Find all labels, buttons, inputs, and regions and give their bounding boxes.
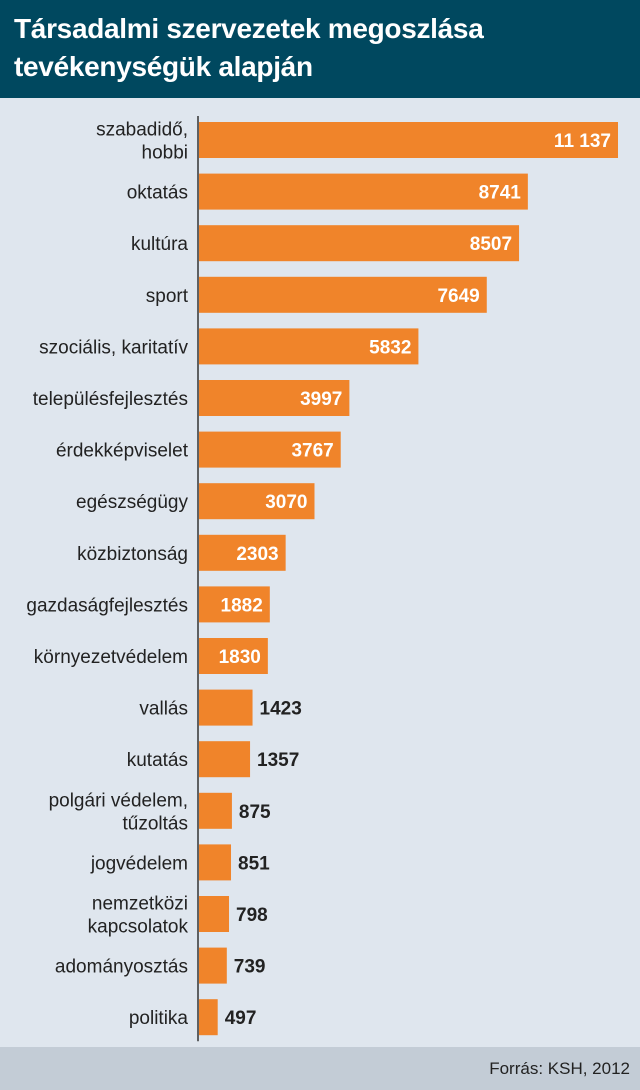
data-label: 3767	[291, 441, 333, 462]
category-label: vallás	[139, 699, 188, 720]
chart-title-line-2: tevékenységük alapján	[14, 51, 313, 82]
data-label: 11 137	[554, 131, 611, 152]
category-label: szociális, karitatív	[39, 337, 188, 358]
data-label: 7649	[437, 286, 479, 307]
category-label: érdekképviselet	[56, 441, 189, 462]
data-label: 1357	[257, 750, 299, 771]
category-label: gazdaságfejlesztés	[26, 595, 188, 616]
data-label: 5832	[369, 337, 411, 358]
bar	[199, 173, 528, 210]
data-label: 1423	[260, 699, 302, 720]
category-label: polgári védelem, tűzoltás	[49, 790, 188, 834]
category-label: nemzetközi kapcsolatok	[88, 894, 189, 938]
bar	[199, 380, 350, 416]
bar	[199, 276, 487, 313]
category-label: jogvédelem	[90, 853, 188, 874]
bar	[199, 741, 251, 778]
data-label: 875	[239, 802, 271, 823]
bar	[199, 328, 419, 365]
category-label: kutatás	[127, 750, 188, 771]
bar	[199, 483, 315, 520]
category-label: politika	[129, 1008, 189, 1029]
bar	[199, 225, 520, 262]
bar	[199, 947, 227, 984]
source-note: Forrás: KSH, 2012	[489, 1059, 630, 1078]
data-label: 739	[234, 957, 266, 978]
data-label: 3070	[265, 492, 307, 513]
category-label: környezetvédelem	[34, 647, 188, 668]
chart-title-line-1: Társadalmi szervezetek megoszlása	[14, 13, 484, 44]
data-label: 1830	[219, 647, 261, 668]
data-label: 8507	[470, 234, 512, 255]
data-label: 2303	[236, 544, 278, 565]
bar	[199, 792, 232, 829]
data-label: 3997	[300, 389, 342, 410]
bar	[199, 999, 218, 1036]
data-label: 798	[236, 905, 268, 926]
bar	[199, 844, 232, 881]
bar	[199, 534, 286, 571]
bar	[199, 638, 268, 674]
bar	[199, 586, 270, 623]
bar-chart: 11 137 szabadidő, hobbi 8741 oktatás 8507 kult…	[26, 116, 618, 1042]
data-label: 497	[225, 1008, 257, 1029]
data-label: 851	[238, 853, 270, 874]
category-label: sport	[146, 286, 189, 307]
bar	[199, 431, 341, 468]
category-label: kultúra	[131, 234, 188, 255]
category-label: egészségügy	[76, 492, 188, 513]
category-label: oktatás	[127, 183, 188, 204]
data-label: 8741	[479, 183, 522, 204]
bar	[199, 689, 253, 726]
category-label: adományosztás	[55, 957, 188, 978]
category-label: közbiztonság	[77, 544, 188, 565]
data-label: 1882	[221, 595, 263, 616]
category-label: szabadidő, hobbi	[96, 120, 188, 164]
category-label: településfejlesztés	[33, 389, 188, 410]
chart-header: Társadalmi szervezetek megoszlása tevéke…	[0, 0, 640, 98]
bar	[199, 122, 618, 158]
chart-footer: Forrás: KSH, 2012	[0, 1047, 640, 1090]
bar	[199, 896, 230, 932]
